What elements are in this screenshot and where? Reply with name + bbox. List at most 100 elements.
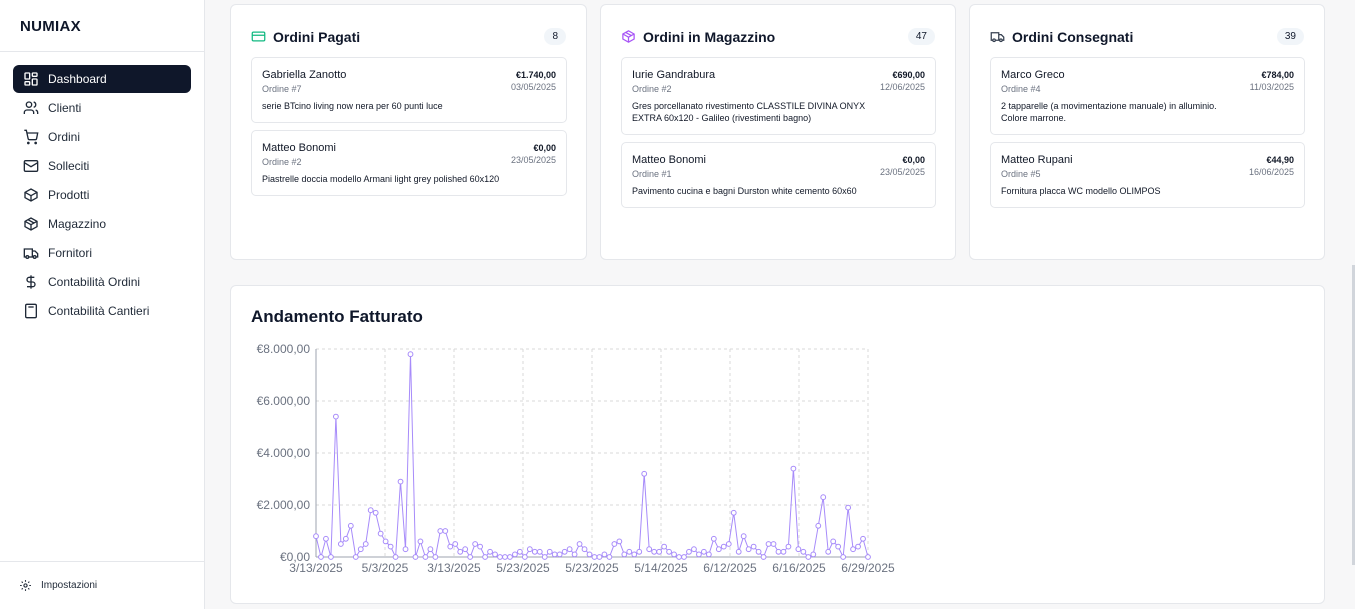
data-point <box>765 541 772 547</box>
order-card[interactable]: Matteo Rupani Ordine #5 Fornitura placca… <box>990 142 1305 208</box>
data-point <box>502 554 508 560</box>
order-card[interactable]: Marco Greco Ordine #4 2 tapparelle (a mo… <box>990 57 1305 135</box>
data-point <box>715 546 722 553</box>
data-point <box>760 554 767 560</box>
sidebar-item-solleciti[interactable]: Solleciti <box>13 152 191 180</box>
sidebar-item-label: Fornitori <box>48 246 93 260</box>
order-amount: €690,00 <box>892 70 925 80</box>
customer-name: Matteo Rupani <box>1001 154 1073 166</box>
data-point <box>427 546 434 553</box>
data-point <box>795 546 802 553</box>
order-card[interactable]: Iurie Gandrabura Ordine #2 Gres porcella… <box>621 57 936 135</box>
column-ordini-consegnati: Ordini Consegnati 39 Marco Greco Ordine … <box>969 4 1325 260</box>
data-point <box>581 546 588 553</box>
sidebar-item-prodotti[interactable]: Prodotti <box>13 181 191 209</box>
order-list[interactable]: Iurie Gandrabura Ordine #2 Gres porcella… <box>621 57 936 211</box>
order-card[interactable]: Gabriella Zanotto Ordine #7 serie BTcino… <box>251 57 567 123</box>
data-point <box>641 470 648 477</box>
data-point <box>402 546 409 553</box>
scrollbar[interactable] <box>1352 265 1355 565</box>
data-point <box>492 551 498 558</box>
data-point <box>835 543 842 550</box>
sidebar-item-contabilita-ordini[interactable]: Contabilità Ordini <box>13 268 191 296</box>
sidebar-item-dashboard[interactable]: Dashboard <box>13 65 191 93</box>
data-point <box>750 543 757 550</box>
credit-card-icon <box>251 29 266 44</box>
data-point <box>855 543 861 550</box>
settings-link[interactable]: Impostazioni <box>0 561 204 609</box>
data-point <box>367 507 374 514</box>
order-description: Gres porcellanato rivestimento CLASSTILE… <box>632 101 866 123</box>
order-list[interactable]: Gabriella Zanotto Ordine #7 serie BTcino… <box>251 57 567 211</box>
data-point <box>318 554 324 560</box>
data-point <box>447 543 454 550</box>
sidebar-item-magazzino[interactable]: Magazzino <box>13 210 191 238</box>
data-point <box>452 541 459 547</box>
data-point <box>611 541 618 547</box>
data-point <box>860 535 866 542</box>
order-description: Pavimento cucina e bagni Durston white c… <box>632 186 857 196</box>
column-header: Ordini Consegnati 39 <box>990 28 1304 45</box>
brand-logo[interactable]: NUMIAX <box>0 0 204 52</box>
order-date: 12/06/2025 <box>879 82 925 92</box>
data-point <box>328 554 334 560</box>
data-point <box>636 548 643 555</box>
order-card[interactable]: Matteo Bonomi Ordine #1 Pavimento cucina… <box>621 142 936 208</box>
data-point <box>521 554 528 560</box>
data-point <box>507 554 513 560</box>
data-point <box>830 538 837 545</box>
sidebar-item-ordini[interactable]: Ordini <box>13 123 191 151</box>
revenue-chart[interactable]: €0,00 €2.000,00 €4.000,00 €6.000,00 €8.000,0… <box>231 286 1326 605</box>
data-point <box>785 543 792 550</box>
data-point <box>477 543 484 550</box>
order-number: Ordine #5 <box>1001 169 1041 179</box>
data-point <box>412 554 419 560</box>
order-card[interactable]: Matteo Bonomi Ordine #2 Piastrelle docci… <box>251 130 567 196</box>
data-point <box>512 551 518 558</box>
y-tick-label: €2.000,00 <box>257 498 311 512</box>
x-tick-label: 6/12/2025 <box>703 561 757 575</box>
data-point <box>576 541 583 547</box>
data-point <box>377 530 384 537</box>
order-description: serie BTcino living now nera per 60 punt… <box>262 101 443 111</box>
data-point <box>457 548 464 555</box>
package-icon <box>621 29 636 44</box>
data-point <box>671 551 677 558</box>
order-date: 23/05/2025 <box>879 167 925 177</box>
data-point <box>382 538 389 545</box>
order-description: Fornitura placca WC modello OLIMPOS <box>1001 186 1161 196</box>
data-point <box>780 548 787 555</box>
customer-name: Iurie Gandrabura <box>632 69 716 81</box>
sidebar-item-fornitori[interactable]: Fornitori <box>13 239 191 267</box>
order-number: Ordine #2 <box>262 157 302 167</box>
sidebar-item-label: Contabilità Cantieri <box>48 304 150 318</box>
data-point <box>686 548 692 555</box>
sidebar-item-contabilita-cantieri[interactable]: Contabilità Cantieri <box>13 297 191 325</box>
data-point <box>357 546 364 553</box>
data-point <box>467 554 474 560</box>
data-point <box>705 551 712 558</box>
data-point <box>691 546 697 553</box>
data-point <box>700 548 707 555</box>
order-amount: €784,00 <box>1261 70 1294 80</box>
data-point <box>845 504 852 511</box>
sidebar-item-clienti[interactable]: Clienti <box>13 94 191 122</box>
order-amount: €44,90 <box>1266 155 1294 165</box>
data-point <box>631 551 638 558</box>
data-point <box>850 546 856 553</box>
order-number: Ordine #1 <box>632 169 672 179</box>
data-point <box>422 554 429 560</box>
column-ordini-in-magazzino: Ordini in Magazzino 47 Iurie Gandrabura … <box>600 4 956 260</box>
x-tick-label: 5/14/2025 <box>634 561 688 575</box>
order-list[interactable]: Marco Greco Ordine #4 2 tapparelle (a mo… <box>990 57 1305 211</box>
data-point <box>571 551 578 558</box>
data-point <box>487 548 493 555</box>
y-tick-label: €0,00 <box>280 550 310 564</box>
data-point <box>342 535 349 542</box>
count-badge: 47 <box>907 28 935 45</box>
data-point <box>313 533 319 540</box>
order-date: 03/05/2025 <box>510 82 556 92</box>
sidebar-item-label: Magazzino <box>48 217 107 231</box>
data-point <box>397 478 404 485</box>
x-tick-label: 6/29/2025 <box>841 561 895 575</box>
